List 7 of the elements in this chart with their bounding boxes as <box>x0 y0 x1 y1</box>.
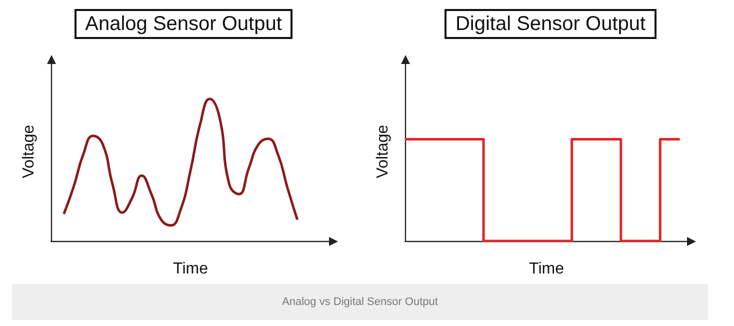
chart-title: Digital Sensor Output <box>455 13 646 35</box>
x-axis-title: Time <box>173 260 208 278</box>
chart-title: Analog Sensor Output <box>85 13 282 35</box>
y-axis-title: Voltage <box>20 124 38 178</box>
y-axis-title: Voltage <box>374 124 392 178</box>
x-axis-title: Time <box>529 260 564 278</box>
text: Analog vs Digital Sensor Output <box>12 284 708 320</box>
